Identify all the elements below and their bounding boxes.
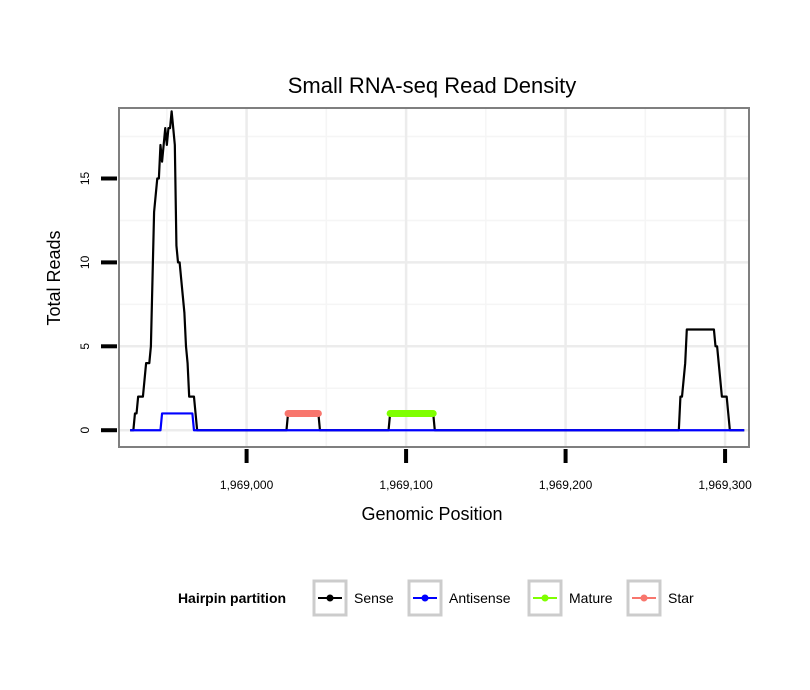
y-tick-label: 10 <box>78 255 92 269</box>
legend-title: Hairpin partition <box>178 590 286 606</box>
y-tick-label: 5 <box>78 343 92 350</box>
legend-label: Sense <box>354 590 394 606</box>
x-tick-label: 1,969,200 <box>539 478 593 492</box>
legend-label: Antisense <box>449 590 511 606</box>
y-tick-label: 15 <box>78 171 92 185</box>
x-tick-label: 1,969,300 <box>698 478 752 492</box>
series-antisense-line <box>130 412 745 432</box>
legend-item-sense: Sense <box>312 579 394 617</box>
axes: 1,969,000 1,969,100 1,969,200 1,969,300 0 5 10… <box>78 171 752 492</box>
y-axis-title: Total Reads <box>44 230 64 325</box>
series-sense-line <box>130 110 745 432</box>
legend-key-point <box>326 594 334 602</box>
gridlines <box>119 108 749 447</box>
x-axis-title: Genomic Position <box>361 504 502 524</box>
data-series <box>130 110 745 432</box>
y-tick-label: 0 <box>78 427 92 434</box>
legend: Hairpin partition Sense Antisense Mature St… <box>178 579 694 617</box>
legend-item-mature: Mature <box>527 579 613 617</box>
legend-item-antisense: Antisense <box>407 579 511 617</box>
legend-item-star: Star <box>626 579 694 617</box>
legend-key-point <box>640 594 648 602</box>
legend-label: Star <box>668 590 694 606</box>
x-tick-label: 1,969,100 <box>379 478 433 492</box>
x-tick-label: 1,969,000 <box>220 478 274 492</box>
legend-label: Mature <box>569 590 613 606</box>
legend-key-point <box>421 594 429 602</box>
chart-title: Small RNA-seq Read Density <box>288 73 577 98</box>
legend-key-point <box>541 594 549 602</box>
plot-panel-border <box>118 107 750 448</box>
